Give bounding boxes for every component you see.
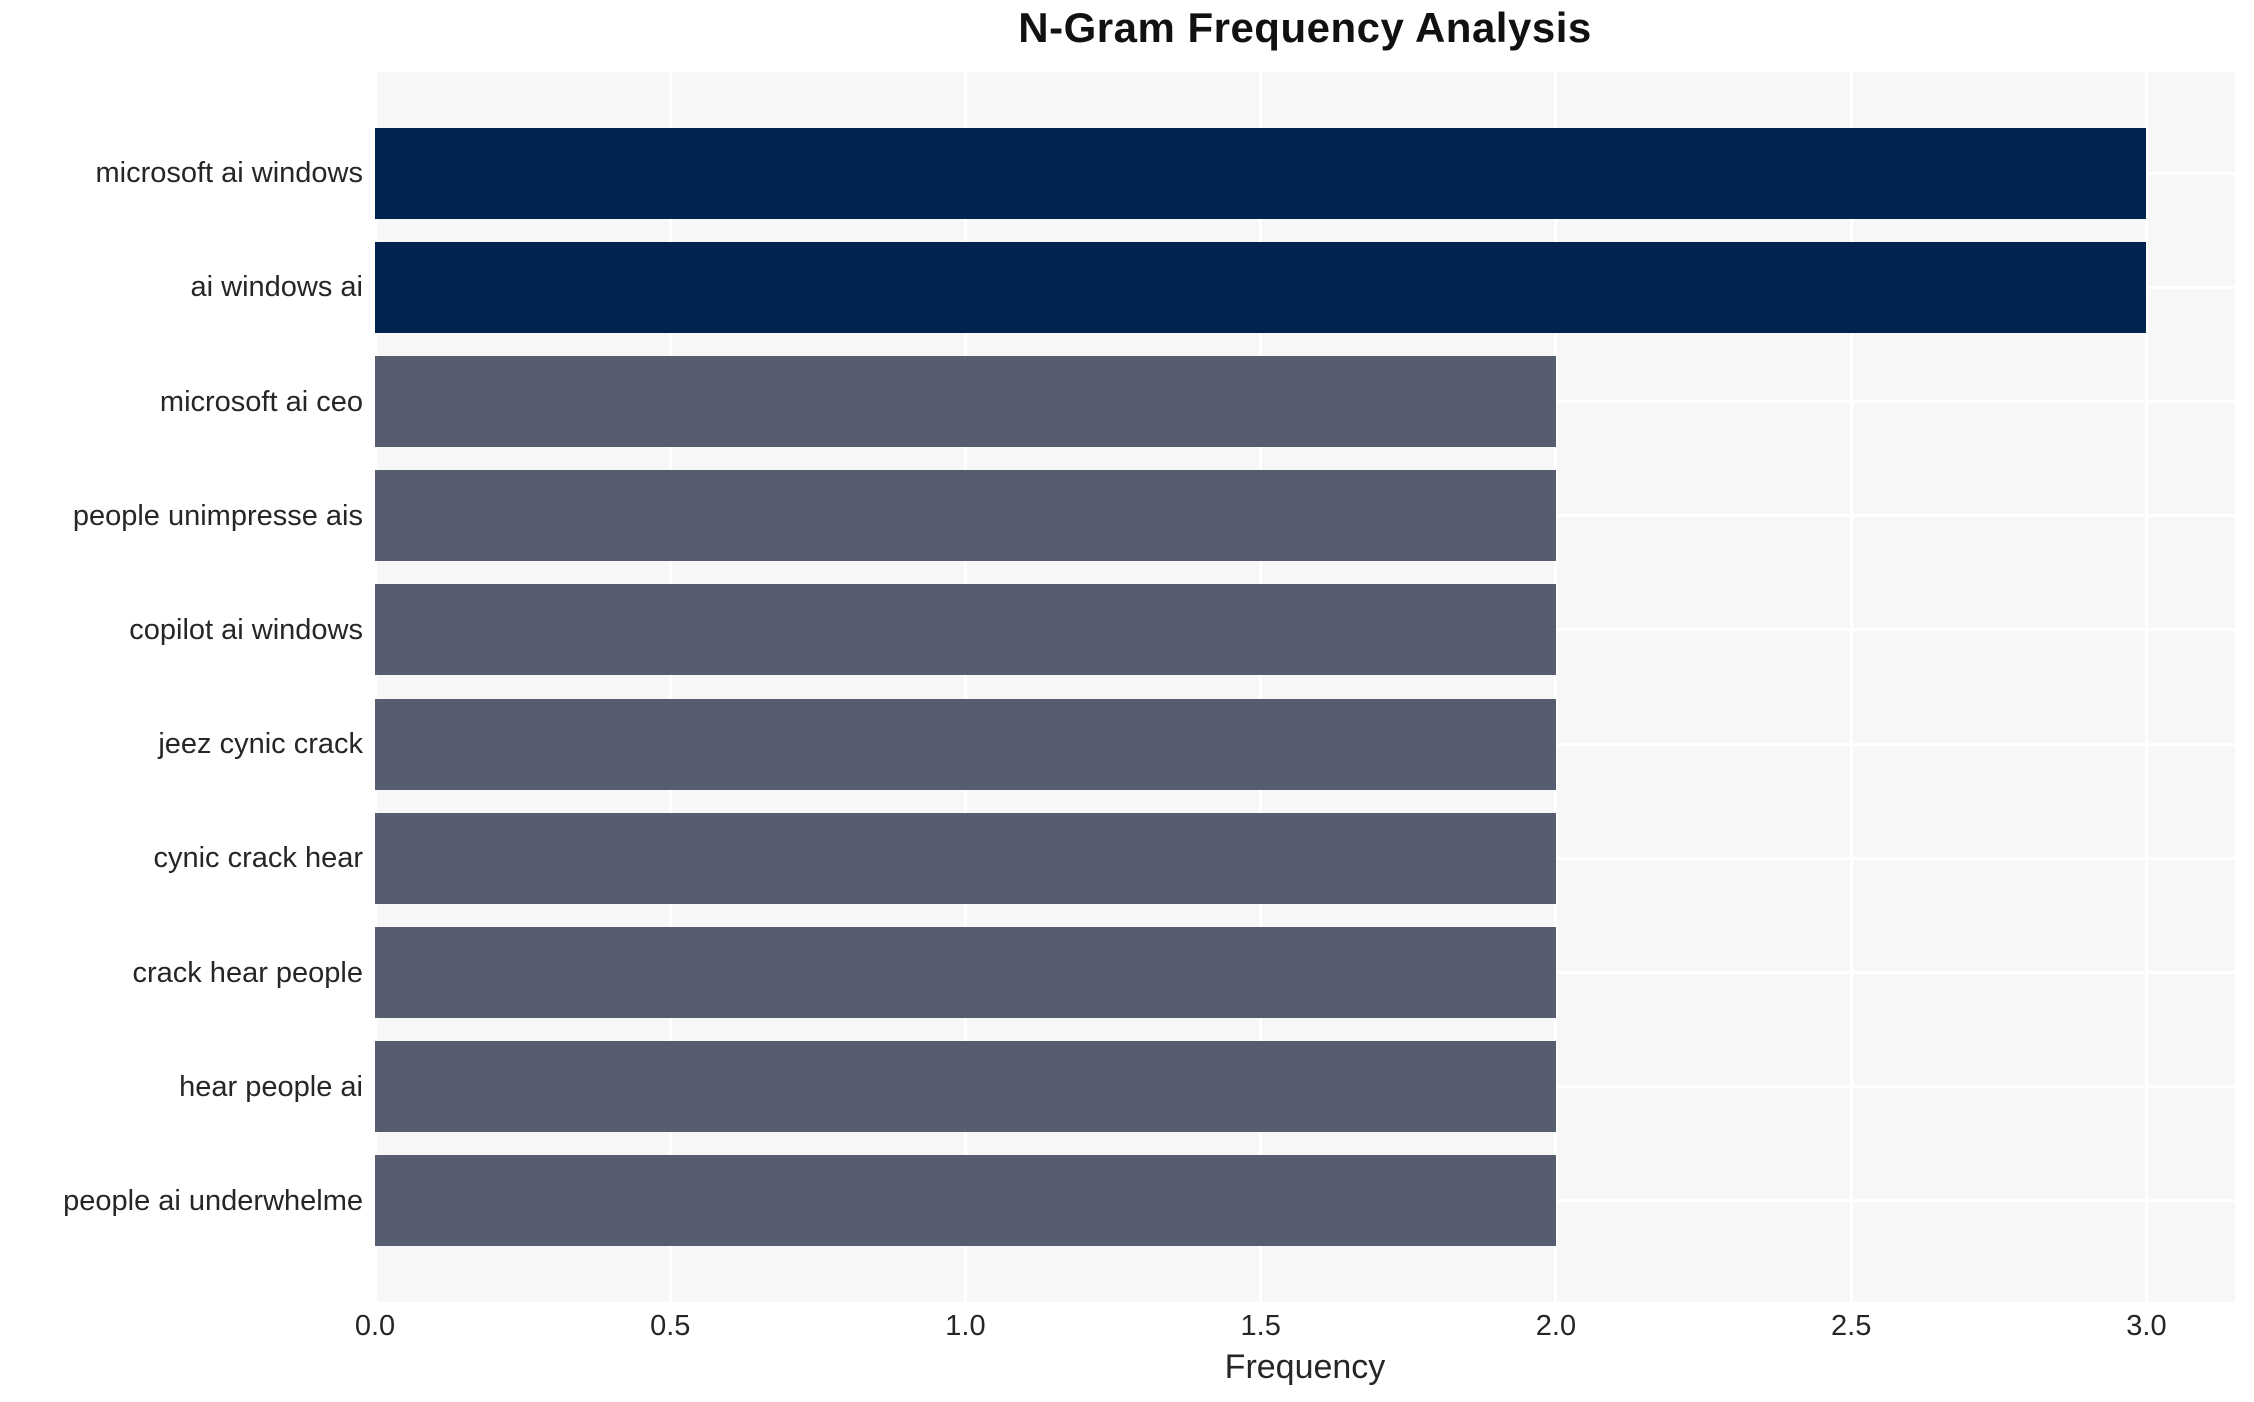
gridline-vertical	[375, 72, 377, 1302]
bar-hear-people-ai	[375, 1041, 1556, 1133]
x-axis-tick-label: 0.0	[354, 1310, 396, 1342]
bar-microsoft-ai-windows	[375, 127, 2147, 219]
gridline-vertical	[668, 72, 672, 1302]
y-axis-label: hear people ai	[179, 1070, 363, 1103]
bar-jeez-cynic-crack	[375, 698, 1556, 790]
y-axis-label: microsoft ai ceo	[159, 385, 363, 418]
x-axis-tick-label: 3.0	[2126, 1310, 2167, 1342]
bar-cynic-crack-hear	[375, 812, 1556, 904]
gridline-vertical	[1554, 72, 1558, 1302]
plot-area	[375, 72, 2235, 1302]
y-axis-label: people ai underwhelme	[63, 1184, 363, 1217]
y-axis-label: crack hear people	[132, 956, 363, 989]
bar-people-ai-underwhelme	[375, 1155, 1556, 1247]
bar-crack-hear-people	[375, 927, 1556, 1018]
y-axis-label: ai windows ai	[190, 271, 363, 304]
y-axis-label: jeez cynic crack	[158, 728, 363, 761]
bar-copilot-ai-windows	[375, 584, 1556, 676]
y-axis-label: microsoft ai windows	[95, 157, 363, 190]
y-axis-label: people unimpresse ais	[72, 499, 363, 532]
gridline-vertical	[963, 72, 967, 1302]
x-axis-tick-label: 0.5	[650, 1310, 691, 1342]
x-axis-tick-label: 2.5	[1831, 1310, 1872, 1342]
gridline-vertical	[1849, 72, 1853, 1302]
bar-ai-windows-ai	[375, 241, 2147, 333]
x-axis-title: Frequency	[1224, 1348, 1386, 1386]
chart-title: N-Gram Frequency Analysis	[1018, 4, 1592, 51]
x-axis-tick-label: 2.0	[1535, 1310, 1577, 1342]
gridline-vertical	[1259, 72, 1263, 1302]
bar-microsoft-ai-ceo	[375, 356, 1556, 447]
y-axis-label: copilot ai windows	[129, 613, 363, 646]
gridline-vertical	[2144, 72, 2148, 1302]
bar-people-unimpresse-ais	[375, 470, 1556, 562]
y-axis-labels: microsoft ai windows ai windows ai microso…	[0, 72, 363, 1302]
x-axis-tick-label: 1.5	[1240, 1310, 1281, 1342]
y-axis-label: cynic crack hear	[153, 842, 363, 875]
x-axis-tick-label: 1.0	[945, 1310, 986, 1342]
